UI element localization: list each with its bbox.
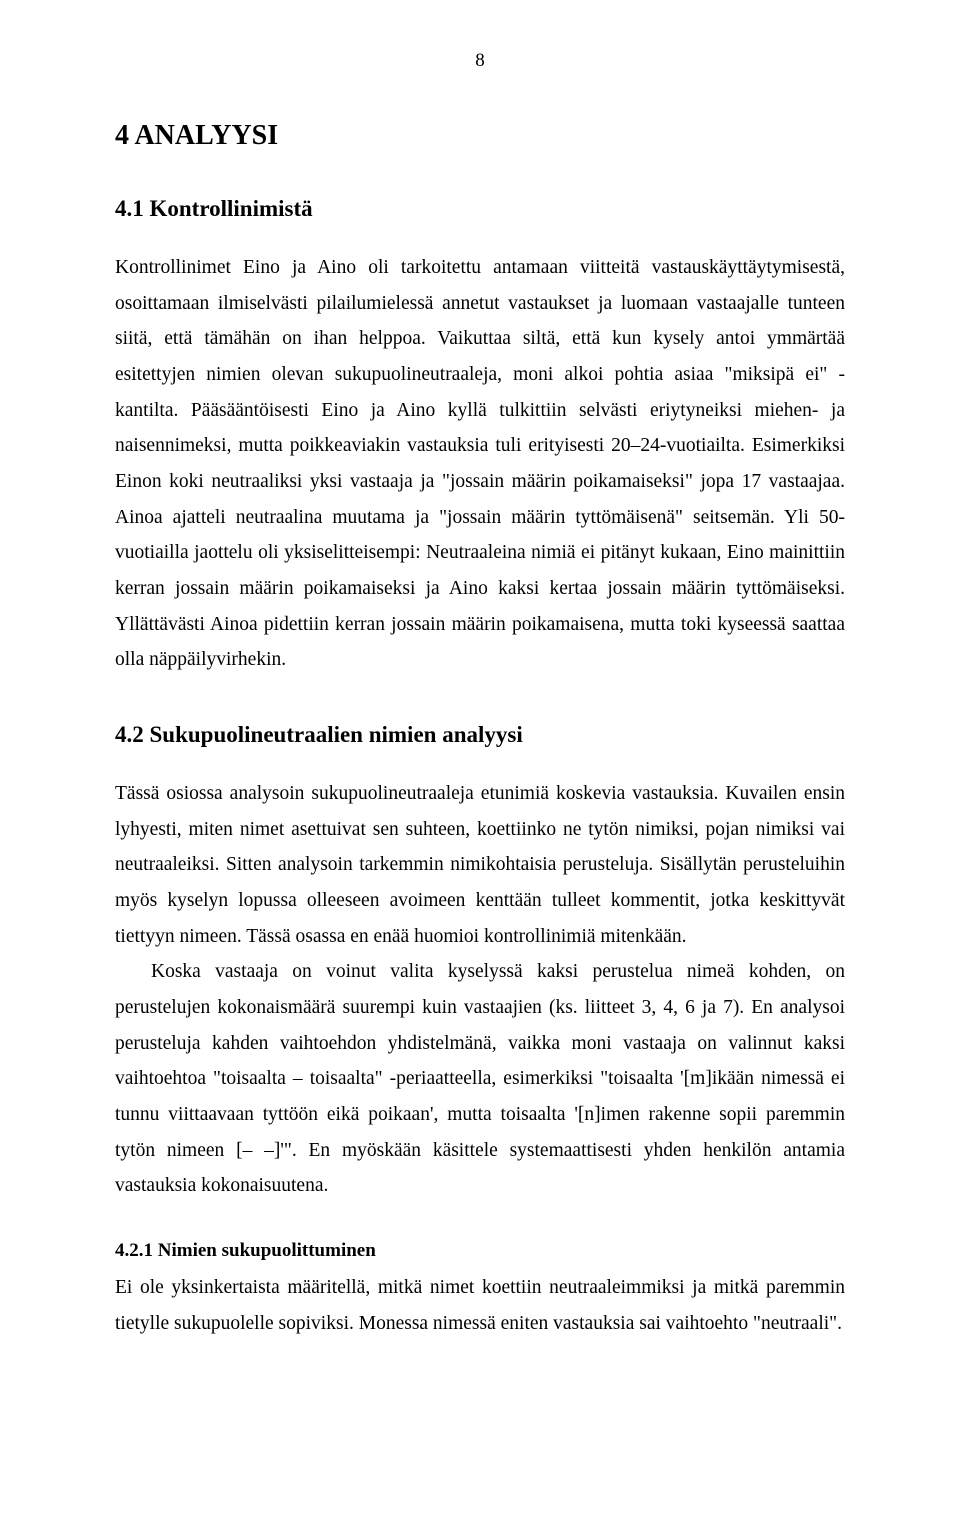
paragraph-kontrollinimet: Kontrollinimet Eino ja Aino oli tarkoite… <box>115 250 845 678</box>
heading-analyysi: 4 ANALYYSI <box>115 120 845 152</box>
paragraph-perustelut: Koska vastaaja on voinut valita kyselyss… <box>115 954 845 1204</box>
heading-sukupuolineutraalien: 4.2 Sukupuolineutraalien nimien analyysi <box>115 722 845 748</box>
heading-sukupuolittuminen: 4.2.1 Nimien sukupuolittuminen <box>115 1240 845 1262</box>
page-number: 8 <box>115 50 845 72</box>
paragraph-analyysi-intro: Tässä osiossa analysoin sukupuolineutraa… <box>115 776 845 954</box>
heading-kontrollinimista: 4.1 Kontrollinimistä <box>115 196 845 222</box>
document-page: 8 4 ANALYYSI 4.1 Kontrollinimistä Kontro… <box>0 0 960 1401</box>
paragraph-sukupuolittuminen: Ei ole yksinkertaista määritellä, mitkä … <box>115 1270 845 1341</box>
